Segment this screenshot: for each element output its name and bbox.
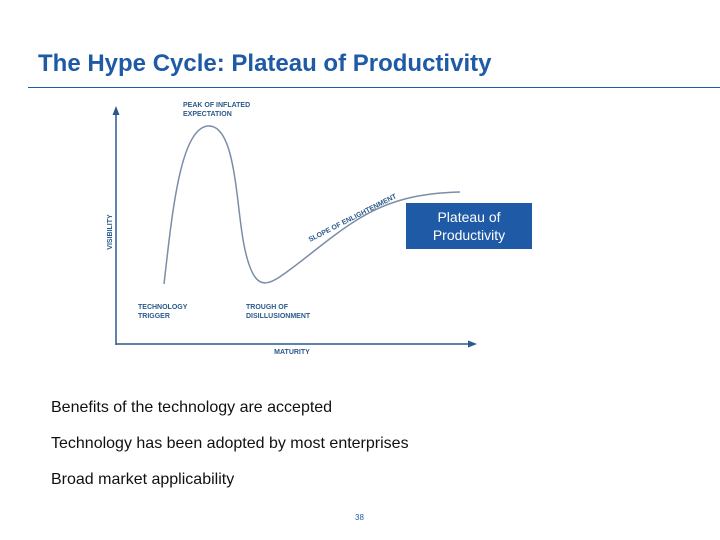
bullet-item: Broad market applicability (51, 471, 235, 488)
y-axis-label: VISIBILITY (107, 214, 114, 250)
plateau-callout: Plateau of Productivity (406, 203, 532, 249)
y-axis-arrow (112, 106, 120, 115)
slide-title: The Hype Cycle: Plateau of Productivity (38, 50, 492, 77)
callout-line-1: Plateau of (437, 209, 501, 225)
x-axis-label: MATURITY (274, 349, 310, 356)
slope-label: SLOPE OF ENLIGHTENMENT (308, 193, 399, 244)
trigger-label-line-1: TECHNOLOGY (138, 304, 188, 311)
page-number: 38 (355, 513, 364, 522)
bullet-item: Technology has been adopted by most ente… (51, 435, 409, 452)
trough-label-line-2: DISILLUSIONMENT (246, 313, 311, 320)
trough-label-line-1: TROUGH OF (246, 304, 289, 311)
peak-label-line-1: PEAK OF INFLATED (183, 102, 250, 109)
callout-line-2: Productivity (432, 227, 506, 243)
bullet-item: Benefits of the technology are accepted (51, 399, 333, 416)
peak-label-line-2: EXPECTATION (183, 111, 232, 118)
x-axis-arrow (468, 340, 477, 348)
trigger-label-line-2: TRIGGER (138, 313, 170, 320)
hype-curve (163, 125, 461, 285)
title-divider (28, 87, 720, 88)
